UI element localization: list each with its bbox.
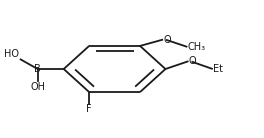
- Text: O: O: [163, 34, 171, 45]
- Text: O: O: [189, 56, 196, 66]
- Text: Et: Et: [213, 64, 223, 74]
- Text: F: F: [86, 104, 92, 114]
- Text: CH₃: CH₃: [187, 42, 206, 52]
- Text: OH: OH: [30, 82, 45, 92]
- Text: HO: HO: [4, 49, 19, 59]
- Text: B: B: [34, 64, 41, 74]
